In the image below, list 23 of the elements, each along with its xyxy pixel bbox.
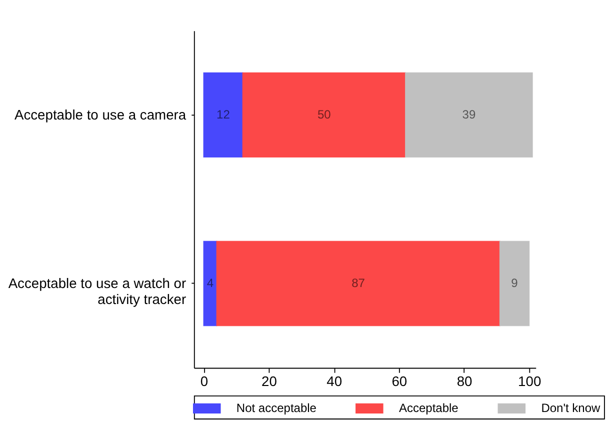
bar <box>203 240 218 326</box>
legend-label: Acceptable <box>398 401 459 416</box>
x-tick-label: 100 <box>518 372 542 389</box>
x-tick-label: 40 <box>326 372 342 389</box>
x-tick-label: 60 <box>392 372 408 389</box>
x-tick-label: 20 <box>262 372 278 389</box>
data-label: 4 <box>206 276 214 290</box>
data-label: 9 <box>511 276 518 290</box>
bar <box>216 240 500 326</box>
bar <box>242 72 406 158</box>
legend-label: Not acceptable <box>236 401 317 416</box>
data-label: 12 <box>216 108 230 122</box>
data-label: 87 <box>352 276 366 290</box>
x-tick-label: 0 <box>200 372 208 389</box>
y-tick-label: Acceptable to use a camera <box>14 106 186 123</box>
bar <box>499 240 530 326</box>
data-label: 39 <box>462 108 476 122</box>
legend-label: Don't know <box>541 401 601 416</box>
x-tick-label: 80 <box>456 372 473 389</box>
data-label: 50 <box>317 108 332 122</box>
bar <box>405 72 533 158</box>
bar <box>203 72 244 158</box>
y-tick-label: Acceptable to use a watch or activity tracker <box>8 275 186 307</box>
